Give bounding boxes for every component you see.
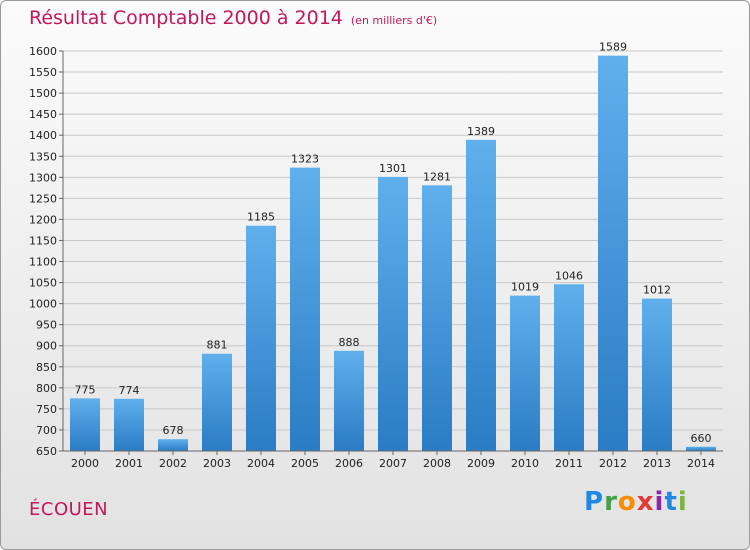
data-label-2004: 1185 [247,211,275,224]
data-label-2011: 1046 [555,269,583,282]
y-tick-label: 1100 [29,256,57,269]
x-tick-label-2000: 2000 [71,457,99,470]
bar-2001 [114,398,144,451]
bar-2014 [686,446,716,451]
y-tick-label: 1000 [29,298,57,311]
y-tick-label: 1250 [29,192,57,205]
y-tick-label: 850 [36,361,57,374]
data-label-2013: 1012 [643,284,671,297]
axes [62,51,723,452]
y-tick-label: 650 [36,445,57,458]
x-tick-label-2010: 2010 [511,457,539,470]
x-tick-label-2008: 2008 [423,457,451,470]
x-tick-label-2006: 2006 [335,457,363,470]
bar-2003 [202,353,232,451]
y-tick-label: 1550 [29,66,57,79]
bar-2005 [290,167,320,451]
logo-letter: o [617,487,637,517]
data-labels: 775 774 678 881 1185 1323 888 1301 1281 1389 1019 1… [75,41,712,445]
data-label-2005: 1323 [291,153,319,166]
data-label-2006: 888 [339,336,360,349]
x-tick-label-2014: 2014 [687,457,715,470]
y-tick-label: 1350 [29,150,57,163]
y-tick-label: 1400 [29,129,57,142]
x-tick-label-2005: 2005 [291,457,319,470]
x-tick-label-2009: 2009 [467,457,495,470]
x-tick-label-2013: 2013 [643,457,671,470]
y-tick-label: 900 [36,340,57,353]
data-label-2012: 1589 [599,41,627,54]
bar-2013 [642,298,672,451]
y-axis-ticks: 650 700 750 800 850 900 950 1000 1050 1100 1150 120… [29,45,63,458]
bars [70,55,716,452]
logo-letter: P [584,487,605,517]
y-tick-label: 1050 [29,277,57,290]
x-tick-label-2002: 2002 [159,457,187,470]
place-name: ÉCOUEN [29,499,109,520]
logo-letter: r [604,487,618,517]
data-label-2010: 1019 [511,281,539,294]
chart-subtitle: (en milliers d'€) [350,14,438,27]
logo-letter: i [654,487,665,517]
bar-2006 [334,350,364,451]
data-label-2000: 775 [75,383,96,396]
bar-2000 [70,398,100,451]
logo-letter: x [636,487,655,517]
y-tick-label: 800 [36,382,57,395]
x-tick-label-2007: 2007 [379,457,407,470]
data-label-2014: 660 [691,432,712,445]
logo-letter: t [664,487,678,517]
x-tick-label-2004: 2004 [247,457,275,470]
y-tick-label: 1450 [29,108,57,121]
bar-2010 [510,295,540,451]
data-label-2007: 1301 [379,162,407,175]
y-tick-label: 1150 [29,234,57,247]
data-label-2003: 881 [207,339,228,352]
chart-title: Résultat Comptable 2000 à 2014 (en millie… [29,7,437,29]
y-tick-label: 950 [36,319,57,332]
logo-letter: i [677,487,688,517]
y-tick-label: 1600 [29,45,57,58]
bar-2011 [554,284,584,451]
bar-2007 [378,176,408,452]
x-tick-label-2001: 2001 [115,457,143,470]
y-tick-label: 1300 [29,171,57,184]
bar-2004 [246,225,276,451]
proxiti-logo: Proxiti [584,487,688,517]
bar-2002 [158,439,188,451]
y-tick-label: 750 [36,403,57,416]
y-tick-label: 700 [36,424,57,437]
data-label-2001: 774 [119,384,140,397]
y-tick-label: 1500 [29,87,57,100]
data-label-2008: 1281 [423,170,451,183]
bar-2009 [466,139,496,451]
y-tick-label: 1200 [29,213,57,226]
chart-title-text: Résultat Comptable 2000 à 2014 [29,7,343,29]
x-axis-ticks: 2000 2001 2002 2003 2004 2005 2006 2007 2008 2009… [71,451,715,470]
bar-2008 [422,185,452,451]
bar-2012 [598,55,628,451]
data-label-2002: 678 [163,424,184,437]
x-tick-label-2012: 2012 [599,457,627,470]
x-tick-label-2003: 2003 [203,457,231,470]
data-label-2009: 1389 [467,125,495,138]
x-tick-label-2011: 2011 [555,457,583,470]
